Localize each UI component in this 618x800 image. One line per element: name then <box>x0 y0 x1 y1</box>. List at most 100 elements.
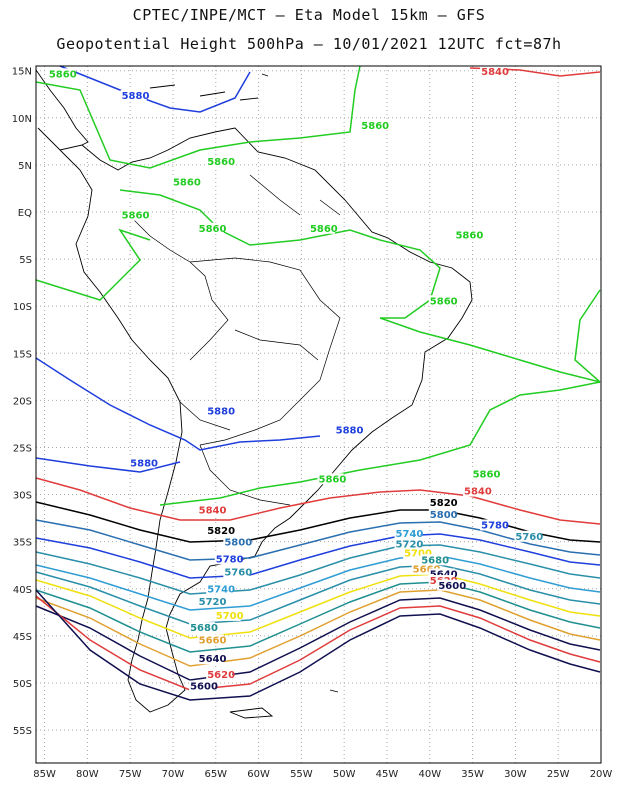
contour-5640 <box>35 597 601 681</box>
contour-label-5840: 5840 <box>199 505 227 516</box>
lat-tick-label: 30S <box>13 491 32 502</box>
central-america-coastline <box>35 69 89 146</box>
lon-tick-label: 20W <box>590 769 613 780</box>
contour-label-5680: 5680 <box>190 623 218 634</box>
contour-label-bg <box>437 579 464 591</box>
contour-label-5860: 5860 <box>430 296 458 307</box>
contour-label-bg <box>189 622 216 634</box>
contour-labels: 5880 5880 5880 5880 5860 5860 5860 5860 5860 5860… <box>47 66 543 693</box>
contour-5660 <box>35 589 601 667</box>
contour-label-bg <box>223 566 250 578</box>
contour-label-5860: 5860 <box>173 178 201 189</box>
contour-label-bg <box>514 530 541 542</box>
contour-label-bg <box>206 525 233 537</box>
contour-label-bg <box>403 547 430 559</box>
south-america-coastline <box>37 127 473 713</box>
lat-tick-label: 45S <box>13 632 32 643</box>
contour-label-5860: 5860 <box>122 211 150 222</box>
lat-tick-label: 15N <box>12 67 32 78</box>
contour-label-bg <box>120 89 147 101</box>
contour-5680 <box>35 581 601 653</box>
contour-label-bg <box>47 68 74 80</box>
contour-label-bg <box>360 120 387 132</box>
contour-5880-south <box>35 457 181 473</box>
contour-label-bg <box>428 509 455 521</box>
contour-label-5800: 5800 <box>430 510 458 521</box>
contour-label-5660: 5660 <box>199 635 227 646</box>
contour-label-bg <box>420 554 447 566</box>
borders <box>131 174 341 506</box>
contour-label-bg <box>206 155 233 167</box>
contour-label-5860: 5860 <box>310 224 338 235</box>
lat-tick-label: EQ <box>18 208 32 219</box>
contour-5600 <box>35 589 601 701</box>
map-title: CPTEC/INPE/MCT – Eta Model 15km – GFS <box>132 6 486 24</box>
contour-label-5600: 5600 <box>190 682 218 693</box>
contour-5860-loop <box>35 228 151 301</box>
lon-tick-label: 70W <box>162 769 185 780</box>
contour-label-5720: 5720 <box>396 539 424 550</box>
contour-5800 <box>35 519 601 561</box>
contour-5740 <box>35 555 601 611</box>
contour-label-5860: 5860 <box>207 157 235 168</box>
lon-tick-label: 45W <box>376 769 399 780</box>
contour-label-5860: 5860 <box>473 470 501 481</box>
contour-label-5700: 5700 <box>216 611 244 622</box>
contour-label-bg <box>197 634 224 646</box>
contour-label-bg <box>308 222 335 234</box>
contour-label-5880: 5880 <box>130 458 158 469</box>
lon-tick-label: 30W <box>504 769 527 780</box>
contour-label-5600: 5600 <box>438 581 466 592</box>
contour-label-bg <box>463 485 490 497</box>
contour-label-5780: 5780 <box>216 554 244 565</box>
contour-5860-south <box>159 381 601 506</box>
contour-label-bg <box>197 653 224 665</box>
contour-label-5800: 5800 <box>224 537 252 548</box>
contour-label-5820: 5820 <box>207 526 235 537</box>
contour-label-5640: 5640 <box>199 654 227 665</box>
contour-label-bg <box>480 519 507 531</box>
contour-label-5860: 5860 <box>49 69 77 80</box>
contour-5720 <box>35 564 601 625</box>
contour-label-bg <box>171 176 198 188</box>
lon-tick-label: 60W <box>247 769 270 780</box>
contour-label-bg <box>394 538 421 550</box>
contour-5840 <box>35 477 601 525</box>
contour-label-5760: 5760 <box>515 532 543 543</box>
lat-tick-label: 40S <box>13 585 32 596</box>
contour-label-bg <box>206 583 233 595</box>
lon-tick-label: 65W <box>204 769 227 780</box>
lat-tick-label: 15S <box>13 349 32 360</box>
contour-label-bg <box>214 553 241 565</box>
lon-tick-label: 35W <box>461 769 484 780</box>
contour-5700 <box>35 573 601 639</box>
lat-tick-label: 5S <box>19 255 32 266</box>
lon-tick-label: 80W <box>76 769 99 780</box>
contour-label-bg <box>206 405 233 417</box>
contour-label-bg <box>129 457 156 469</box>
lon-tick-label: 55W <box>290 769 313 780</box>
contour-5860-main <box>35 65 361 169</box>
contour-lines <box>35 65 601 701</box>
contour-label-bg <box>334 424 361 436</box>
contour-label-5620: 5620 <box>207 670 235 681</box>
contour-label-5680: 5680 <box>421 555 449 566</box>
contour-label-bg <box>411 563 438 575</box>
caribbean-islands <box>149 73 269 101</box>
contour-5780 <box>35 533 601 579</box>
lon-tick-label: 25W <box>547 769 570 780</box>
contour-label-bg <box>428 568 455 580</box>
contour-label-5860: 5860 <box>455 230 483 241</box>
map-frame <box>35 65 602 764</box>
contour-label-5660: 5660 <box>413 565 441 576</box>
southern-islands <box>229 689 339 719</box>
contour-label-bg <box>428 295 455 307</box>
contour-5760 <box>35 544 601 595</box>
contour-label-5860: 5860 <box>319 474 347 485</box>
lat-tick-label: 50S <box>13 679 32 690</box>
contour-label-5760: 5760 <box>224 568 252 579</box>
contour-label-5740: 5740 <box>207 585 235 596</box>
contour-label-bg <box>206 669 233 681</box>
contour-label-5840: 5840 <box>481 67 509 78</box>
